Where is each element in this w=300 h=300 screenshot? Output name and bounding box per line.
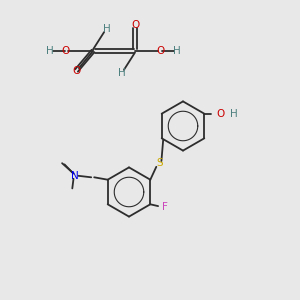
Text: O: O: [72, 65, 81, 76]
Text: H: H: [118, 68, 125, 79]
Text: H: H: [103, 23, 110, 34]
Text: F: F: [162, 202, 168, 212]
Text: O: O: [216, 109, 224, 119]
Text: O: O: [156, 46, 165, 56]
Text: O: O: [131, 20, 139, 31]
Text: H: H: [173, 46, 181, 56]
Text: O: O: [62, 46, 70, 56]
Text: H: H: [230, 109, 237, 119]
Text: N: N: [71, 171, 79, 181]
Text: S: S: [156, 158, 163, 168]
Text: H: H: [46, 46, 53, 56]
